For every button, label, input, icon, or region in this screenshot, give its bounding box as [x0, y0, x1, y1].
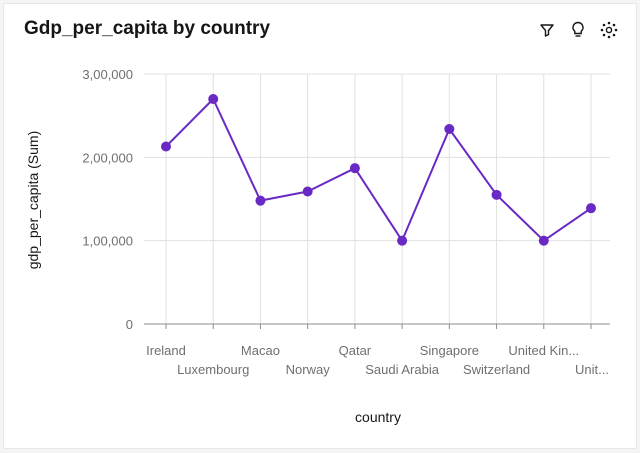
x-tick-label: Unit... [575, 362, 609, 377]
y-tick-label: 0 [126, 317, 133, 332]
data-point[interactable] [255, 195, 266, 206]
x-tick-label: Qatar [339, 343, 372, 358]
data-point[interactable] [349, 163, 360, 174]
y-tick-label: 3,00,000 [82, 67, 133, 82]
settings-icon[interactable] [598, 19, 620, 41]
data-point[interactable] [302, 186, 313, 197]
lightbulb-icon[interactable] [567, 19, 589, 41]
grid [144, 73, 610, 325]
y-tick-label: 1,00,000 [82, 234, 133, 249]
filter-icon[interactable] [536, 19, 558, 41]
x-tick-label: United Kin... [508, 343, 579, 358]
x-tick-label: Saudi Arabia [365, 362, 439, 377]
data-point[interactable] [444, 124, 455, 134]
data-point[interactable] [586, 203, 596, 214]
chart-toolbar [536, 19, 620, 41]
x-tick-label: Macao [241, 343, 280, 358]
data-point[interactable] [538, 235, 549, 246]
x-axis-title: country [355, 409, 401, 425]
x-axis: Ireland Luxembourg Macao Norway Qatar Saudi A… [144, 323, 610, 377]
x-tick-label: Switzerland [463, 362, 530, 377]
x-tick-label: Ireland [146, 343, 186, 358]
data-point[interactable] [491, 189, 502, 200]
x-tick-label: Norway [286, 362, 331, 377]
data-point[interactable] [397, 235, 408, 246]
x-tick-label: Singapore [420, 343, 479, 358]
y-tick-label: 2,00,000 [82, 150, 133, 165]
chart-title: Gdp_per_capita by country [24, 18, 271, 39]
data-point[interactable] [161, 141, 171, 152]
x-tick-label: Luxembourg [177, 362, 249, 377]
series-line [165, 98, 592, 242]
y-axis-title: gdp_per_capita (Sum) [25, 131, 41, 270]
data-point[interactable] [208, 94, 219, 104]
chart-card: Gdp_per_capita by country [3, 3, 637, 449]
y-axis: 0 1,00,000 2,00,000 3,00,000 [82, 67, 133, 332]
series [161, 94, 596, 246]
